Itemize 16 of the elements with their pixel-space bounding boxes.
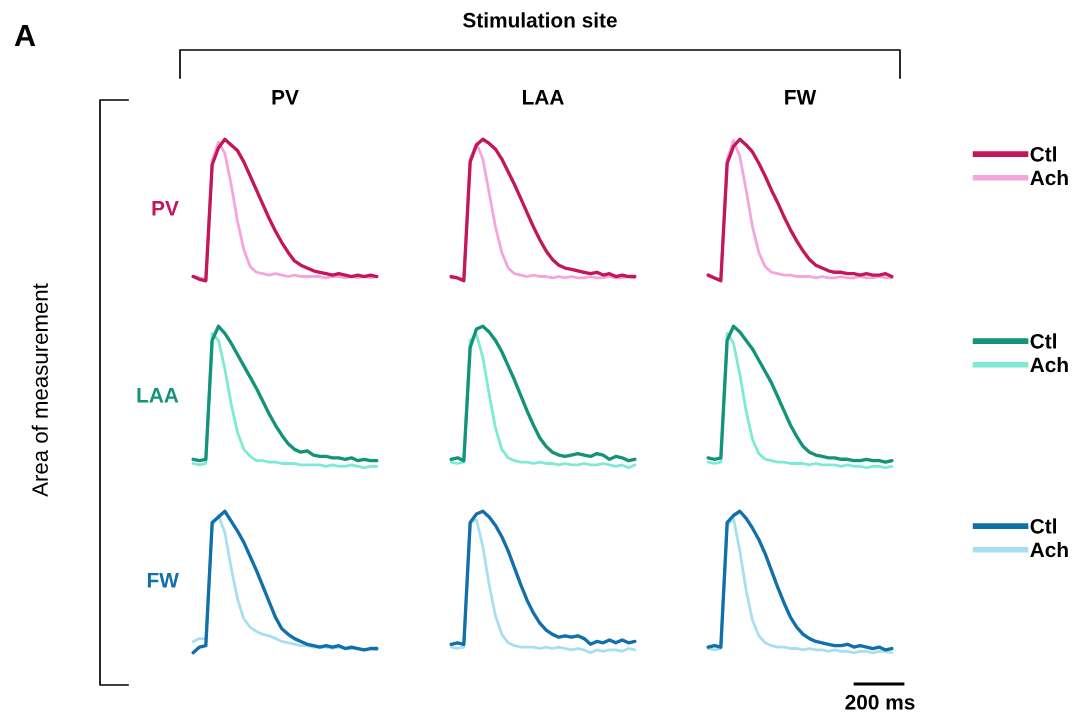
legend-label: Ach (1030, 356, 1068, 373)
text: Stimulation site (463, 12, 617, 28)
legend-label: Ach (1030, 169, 1068, 186)
text: Area of measurement (31, 283, 48, 497)
legend-label: Ach (1030, 541, 1068, 558)
chart-title: LAA (522, 90, 564, 105)
chart-title: FW (785, 90, 817, 105)
chart-title: PV (272, 90, 299, 105)
y-axis-title: FW (147, 573, 179, 588)
text: A (14, 24, 36, 46)
y-axis-title: PV (152, 201, 179, 216)
legend-label: Ctl (1030, 146, 1056, 162)
legend-label: Ctl (1030, 518, 1056, 534)
text: 200 ms (845, 694, 915, 710)
y-axis-title: LAA (137, 388, 179, 403)
legend-label: Ctl (1030, 333, 1056, 349)
